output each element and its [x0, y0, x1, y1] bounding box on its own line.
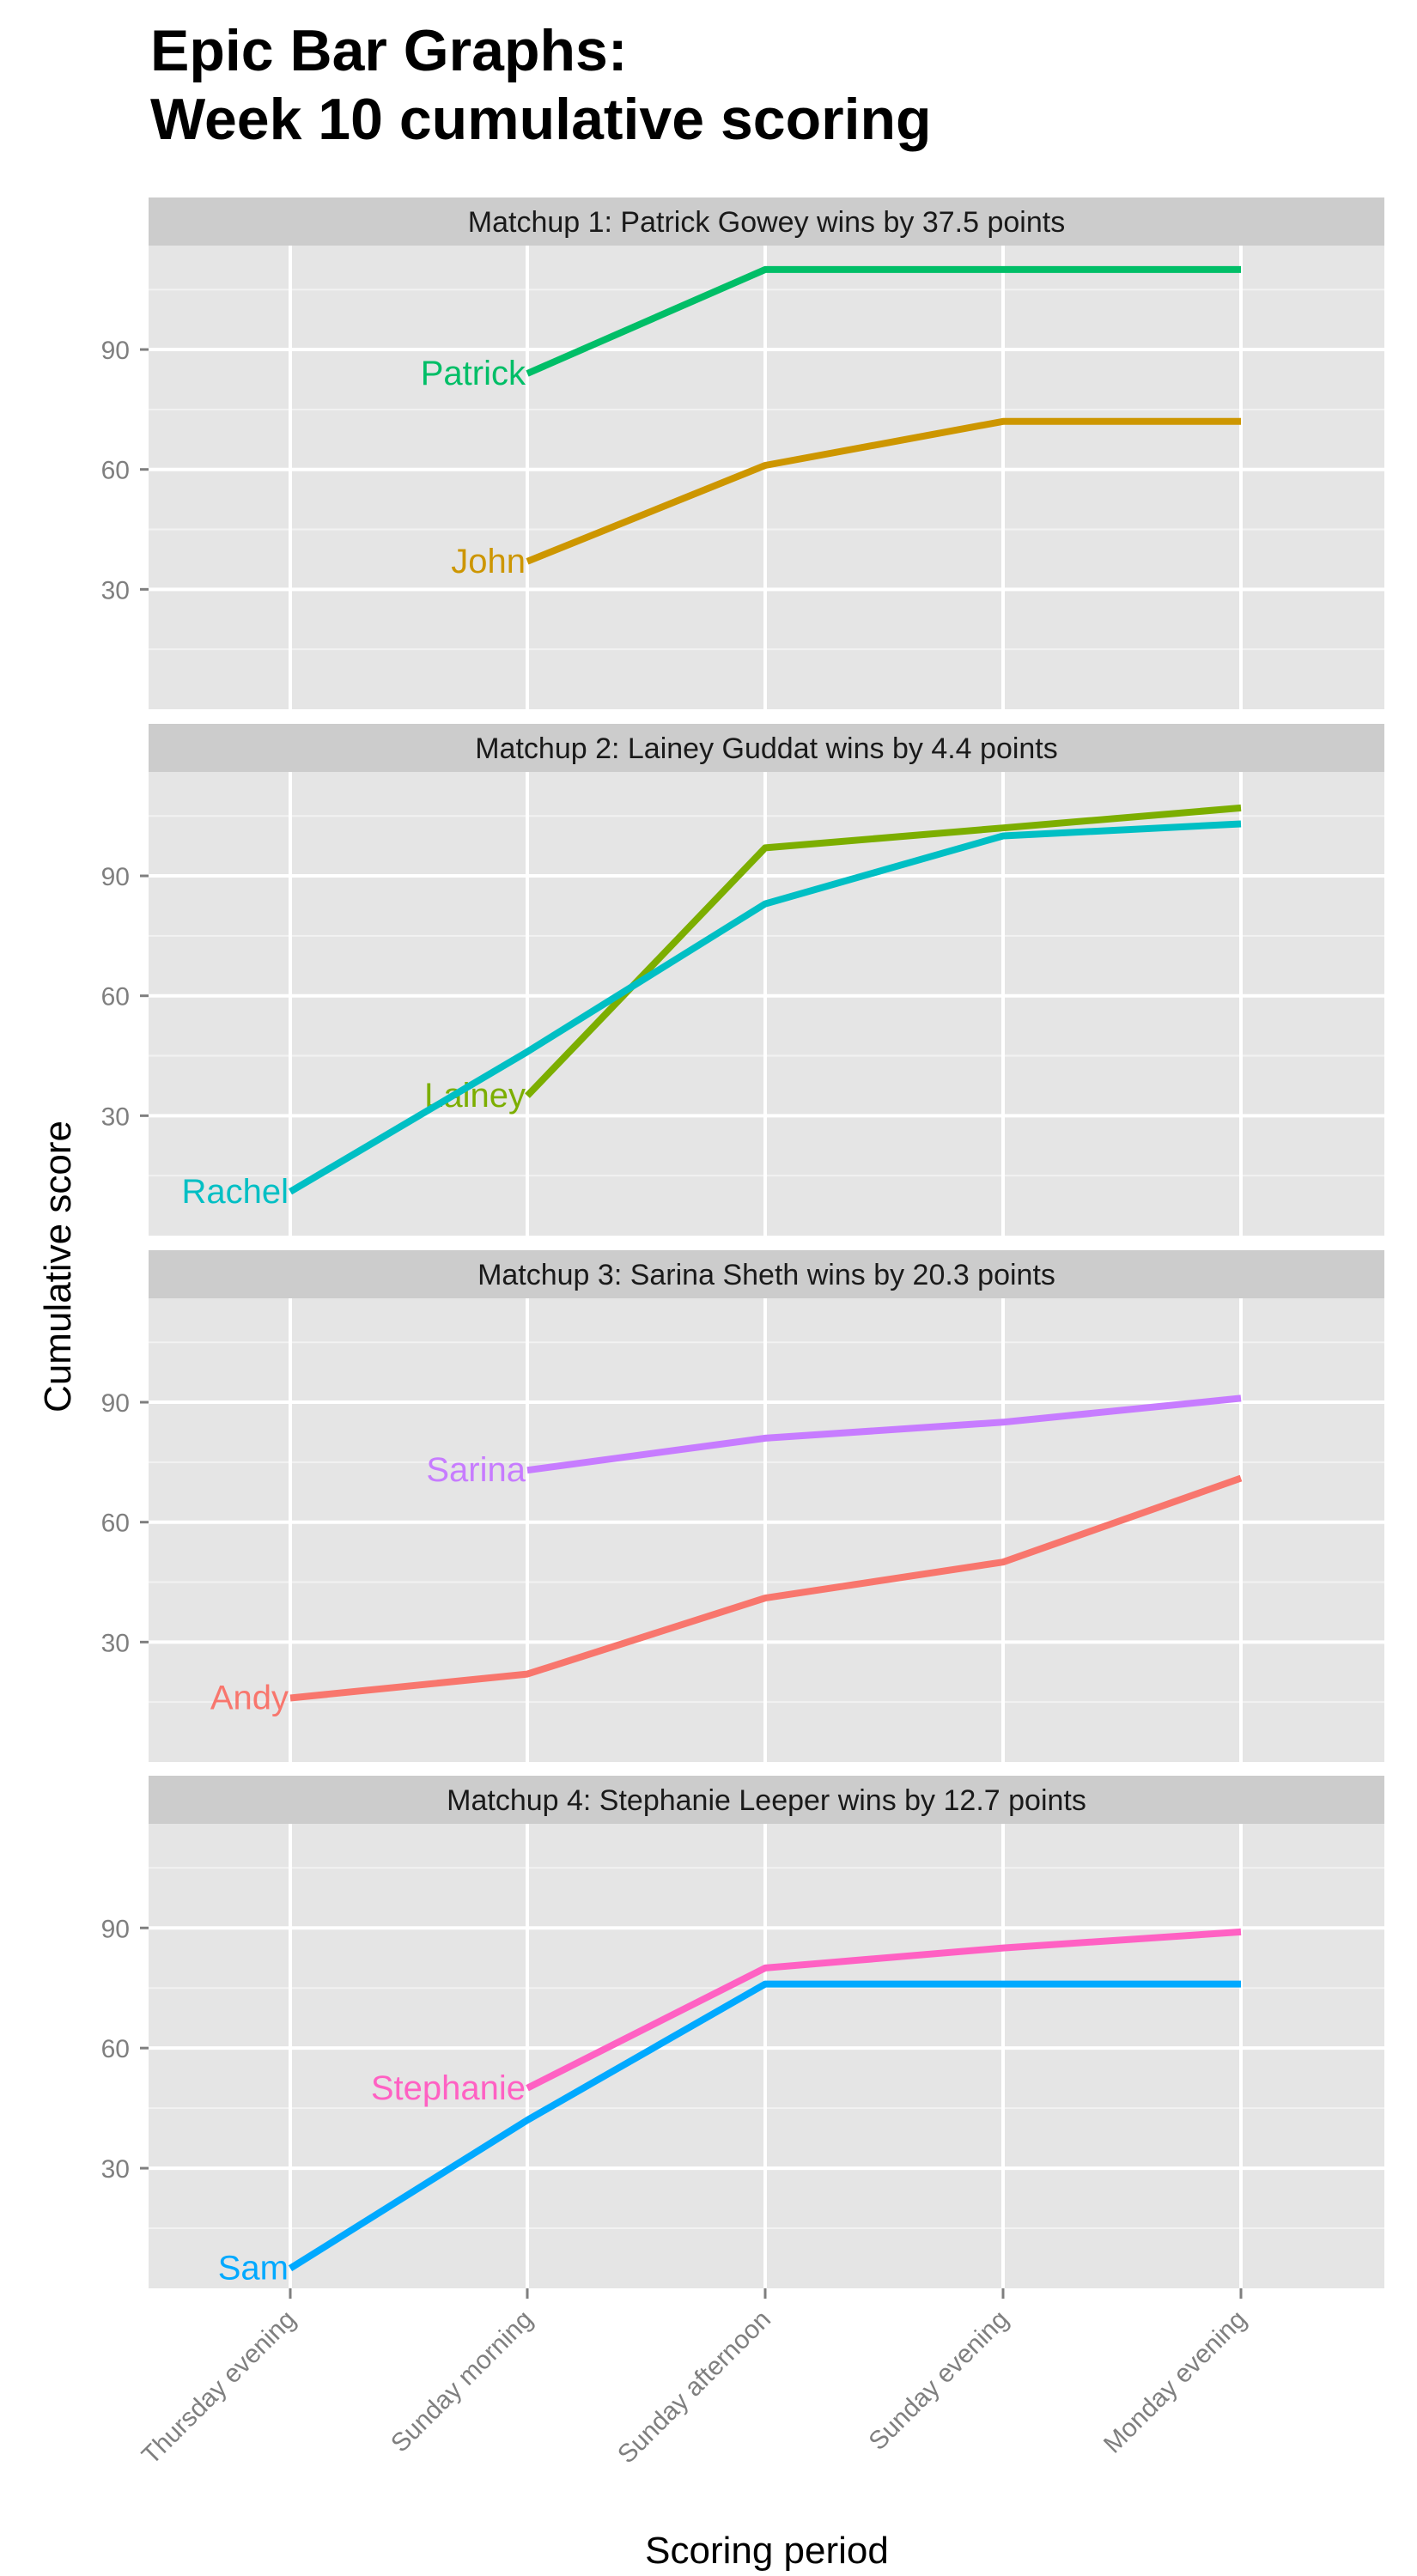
series-label-andy: Andy — [210, 1680, 289, 1717]
series-line-rachel — [288, 820, 1242, 1195]
chart-title-line-1: Epic Bar Graphs: — [150, 18, 628, 83]
y-tick-label: 30 — [101, 576, 130, 605]
facet-panel-3: Matchup 3: Sarina Sheth wins by 20.3 poi… — [101, 1250, 1384, 1762]
x-axis: Thursday evening Sunday morning Sunday aft… — [137, 2288, 1252, 2470]
series-label-stephanie: Stephanie — [371, 2069, 526, 2107]
facet-panel-1: Matchup 1: Patrick Gowey wins by 37.5 po… — [101, 197, 1384, 709]
y-tick-label: 60 — [101, 457, 130, 485]
x-axis-title: Scoring period — [645, 2530, 889, 2572]
series-line-john — [526, 417, 1241, 565]
facet-strip-label: Matchup 3: Sarina Sheth wins by 20.3 poi… — [477, 1259, 1055, 1291]
series-line-sam — [288, 1980, 1241, 2272]
chart-title-line-2: Week 10 cumulative scoring — [150, 87, 932, 152]
series-line-patrick — [526, 265, 1241, 377]
y-tick-label: 30 — [101, 1629, 130, 1657]
series-label-sam: Sam — [218, 2250, 289, 2287]
series-label-rachel: Rachel — [181, 1173, 289, 1211]
facet-strip-label: Matchup 1: Patrick Gowey wins by 37.5 po… — [468, 206, 1065, 239]
facet-panel-4: Matchup 4: Stephanie Leeper wins by 12.7… — [101, 1776, 1384, 2288]
y-tick-label: 90 — [101, 1915, 130, 1943]
y-axis-title: Cumulative score — [37, 1121, 79, 1413]
series-label-patrick: Patrick — [421, 355, 526, 392]
y-tick-label: 90 — [101, 863, 130, 891]
facet-panels: Matchup 1: Patrick Gowey wins by 37.5 po… — [101, 197, 1384, 2288]
facet-strip — [149, 1250, 1384, 1298]
x-tick-label: Sunday morning — [386, 2306, 538, 2458]
x-tick-label: Sunday afternoon — [612, 2306, 776, 2470]
facet-strip — [149, 724, 1384, 772]
facet-strip — [149, 1776, 1384, 1824]
x-tick-label: Monday evening — [1098, 2306, 1252, 2459]
series-label-sarina: Sarina — [426, 1451, 526, 1489]
x-tick-label: Sunday evening — [863, 2306, 1013, 2456]
series-line-sarina — [526, 1394, 1242, 1474]
y-tick-label: 60 — [101, 2035, 130, 2063]
y-tick-label: 90 — [101, 1389, 130, 1418]
series-line-andy — [289, 1474, 1243, 1702]
y-tick-label: 60 — [101, 983, 130, 1012]
y-tick-label: 30 — [101, 2155, 130, 2184]
facet-strip-label: Matchup 4: Stephanie Leeper wins by 12.7… — [447, 1784, 1086, 1817]
facet-strip — [149, 197, 1384, 246]
y-tick-label: 90 — [101, 337, 130, 365]
facet-panel-2: Matchup 2: Lainey Guddat wins by 4.4 poi… — [101, 724, 1384, 1236]
y-tick-label: 30 — [101, 1103, 130, 1131]
series-line-stephanie — [526, 1928, 1242, 2092]
y-tick-label: 60 — [101, 1510, 130, 1538]
series-line-lainey — [525, 804, 1242, 1098]
facet-strip-label: Matchup 2: Lainey Guddat wins by 4.4 poi… — [475, 732, 1058, 765]
x-tick-label: Thursday evening — [137, 2306, 301, 2470]
series-label-john: John — [451, 543, 526, 580]
